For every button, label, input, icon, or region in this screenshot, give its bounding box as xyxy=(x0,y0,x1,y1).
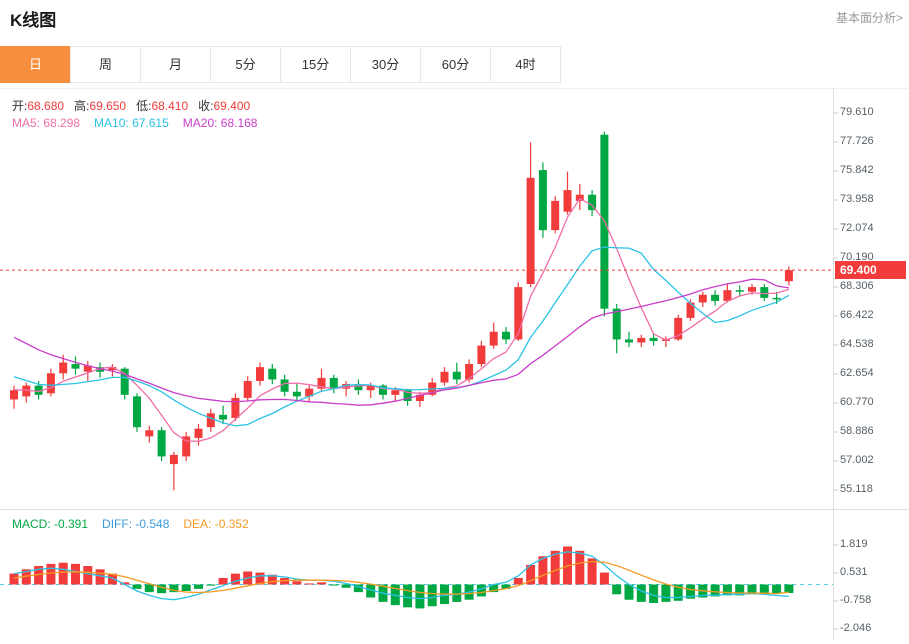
main-price-panel xyxy=(0,131,833,491)
tab-5min[interactable]: 5分 xyxy=(210,46,281,83)
price-axis-label: 64.538 xyxy=(840,338,874,350)
price-axis-label: 60.770 xyxy=(840,396,874,408)
macd-axis-label: 0.531 xyxy=(840,566,868,578)
quote-label-2: 低: xyxy=(136,99,152,113)
price-axis-label: 55.118 xyxy=(840,483,873,495)
tab-month[interactable]: 月 xyxy=(140,46,211,83)
quote-label-3: 收: xyxy=(198,99,214,113)
diff-line xyxy=(13,551,789,601)
quote-label-0: 开: xyxy=(12,99,28,113)
quote-value-1: 69.650 xyxy=(89,99,127,113)
quote-value-3: 69.400 xyxy=(213,99,251,113)
ma10-line xyxy=(13,246,790,427)
price-axis-label: 77.726 xyxy=(840,135,874,147)
last-price-tag: 69.400 xyxy=(835,261,906,279)
macd-panel xyxy=(0,546,833,609)
macd-axis-label: -0.758 xyxy=(840,594,872,606)
price-axis-label: 73.958 xyxy=(840,193,874,205)
price-axis-label: 68.306 xyxy=(840,280,874,292)
ma-legend-item-2: MA20: 68.168 xyxy=(182,116,258,130)
ma5-line xyxy=(13,197,790,442)
price-axis-label: 58.886 xyxy=(840,425,874,437)
ma-legend-item-1: MA10: 67.615 xyxy=(94,116,169,130)
macd-legend-item-0: MACD: -0.391 xyxy=(12,517,89,531)
quote-value-2: 68.410 xyxy=(151,99,189,113)
price-axis-label: 75.842 xyxy=(840,164,874,176)
tab-30min[interactable]: 30分 xyxy=(350,46,421,83)
ma-legend-item-0: MA5: 68.298 xyxy=(12,116,81,130)
tab-day[interactable]: 日 xyxy=(0,46,71,83)
macd-legend: MACD: -0.391 DIFF: -0.548 DEA: -0.352 xyxy=(12,517,263,531)
ma-legend: MA5: 68.298 MA10: 67.615 MA20: 68.168 xyxy=(12,116,271,130)
dea-line xyxy=(13,560,789,595)
macd-legend-item-1: DIFF: -0.548 xyxy=(102,517,170,531)
macd-axis-label: 1.819 xyxy=(840,538,868,550)
tab-week[interactable]: 周 xyxy=(70,46,141,83)
page-title: K线图 xyxy=(10,11,57,30)
price-axis-label: 70.190 xyxy=(840,251,874,263)
interval-tabs: 日周月 5分 15分 30分 60分 4时 xyxy=(0,46,561,83)
price-axis-label: 72.074 xyxy=(840,222,874,234)
tab-15min[interactable]: 15分 xyxy=(280,46,351,83)
ohlc-readout: 开:68.680 高:69.650 低:68.410 收:69.400 xyxy=(12,97,250,114)
macd-axis-label: -2.046 xyxy=(840,622,872,634)
fundamental-analysis-link[interactable]: 基本面分析> xyxy=(835,11,903,25)
price-axis-label: 66.422 xyxy=(840,309,874,321)
tab-4hour[interactable]: 4时 xyxy=(490,46,561,83)
quote-label-1: 高: xyxy=(74,99,90,113)
quote-value-0: 68.680 xyxy=(27,99,65,113)
price-axis-label: 79.610 xyxy=(840,106,874,118)
price-axis-label: 57.002 xyxy=(840,454,874,466)
ma20-line xyxy=(13,278,790,406)
tab-60min[interactable]: 60分 xyxy=(420,46,491,83)
macd-legend-item-2: DEA: -0.352 xyxy=(183,517,249,531)
price-axis-label: 62.654 xyxy=(840,367,874,379)
